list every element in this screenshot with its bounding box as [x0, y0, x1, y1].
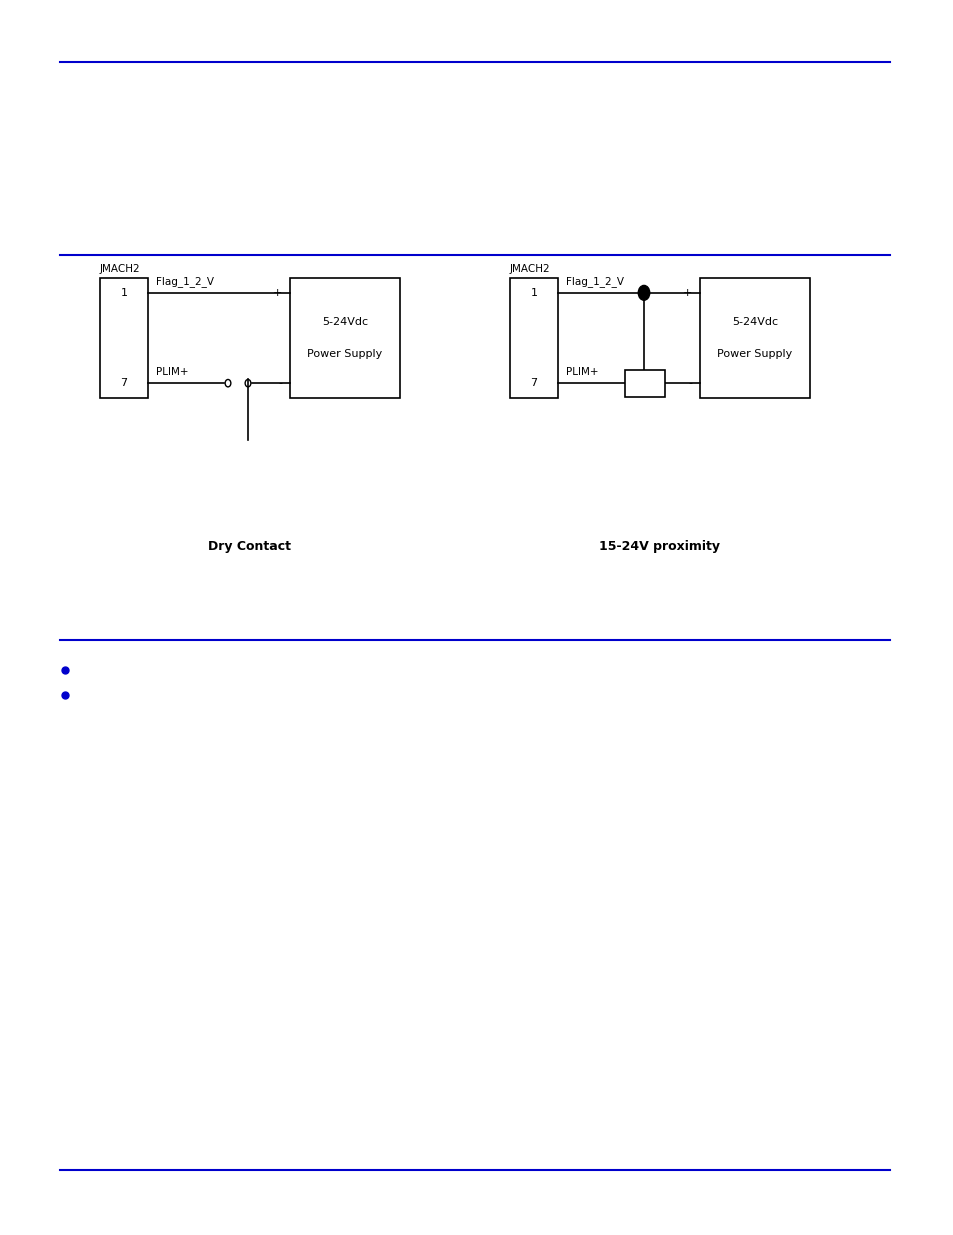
Text: 1: 1 — [530, 288, 537, 298]
Circle shape — [638, 285, 649, 300]
Text: JMACH2: JMACH2 — [510, 264, 550, 274]
Text: Flag_1_2_V: Flag_1_2_V — [565, 275, 623, 287]
Text: 5-24Vdc: 5-24Vdc — [731, 317, 778, 327]
Text: PLIM+: PLIM+ — [155, 367, 188, 377]
Text: +: + — [273, 288, 282, 298]
Text: +: + — [682, 288, 692, 298]
Bar — [700, 278, 809, 398]
Bar — [290, 278, 399, 398]
Text: Dry Contact: Dry Contact — [209, 540, 292, 553]
Text: -: - — [688, 378, 692, 388]
Text: Flag_1_2_V: Flag_1_2_V — [155, 275, 213, 287]
Bar — [510, 278, 558, 398]
Text: Power Supply: Power Supply — [307, 350, 382, 359]
Text: Power Supply: Power Supply — [717, 350, 792, 359]
Text: 15-24V proximity: 15-24V proximity — [598, 540, 720, 553]
Text: PLIM+: PLIM+ — [565, 367, 598, 377]
Text: 5-24Vdc: 5-24Vdc — [321, 317, 368, 327]
Bar — [100, 278, 148, 398]
Text: JMACH2: JMACH2 — [100, 264, 140, 274]
Text: 7: 7 — [120, 378, 128, 388]
Text: 7: 7 — [530, 378, 537, 388]
Bar — [624, 369, 664, 396]
Text: -: - — [278, 378, 282, 388]
Text: 1: 1 — [120, 288, 128, 298]
